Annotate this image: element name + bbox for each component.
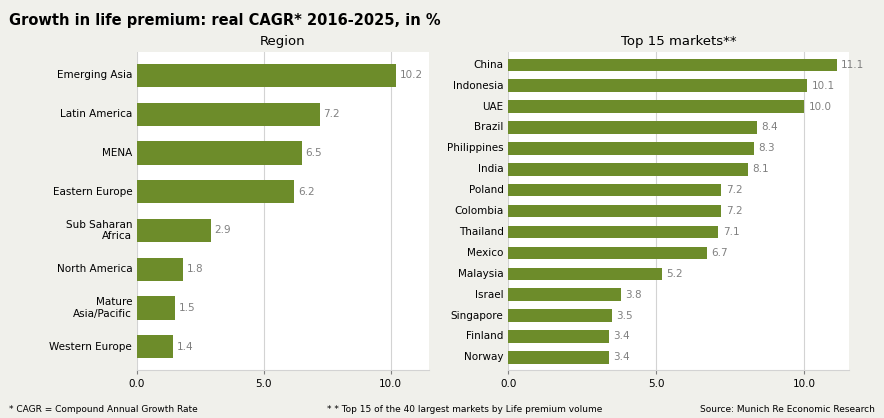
Bar (508, 268, 662, 280)
Bar (508, 205, 721, 217)
Bar (508, 226, 719, 238)
Title: Region: Region (260, 35, 306, 48)
Text: 7.1: 7.1 (723, 227, 740, 237)
Bar (137, 141, 302, 165)
Bar (137, 296, 175, 320)
Bar (137, 335, 172, 358)
Text: * CAGR = Compound Annual Growth Rate: * CAGR = Compound Annual Growth Rate (9, 405, 198, 414)
Text: 8.1: 8.1 (752, 164, 769, 174)
Text: 7.2: 7.2 (726, 185, 743, 195)
Text: * * Top 15 of the 40 largest markets by Life premium volume: * * Top 15 of the 40 largest markets by … (327, 405, 603, 414)
Bar (508, 247, 706, 259)
Text: 6.5: 6.5 (306, 148, 323, 158)
Text: 3.8: 3.8 (625, 290, 642, 300)
Bar (508, 142, 754, 155)
Text: 7.2: 7.2 (726, 206, 743, 216)
Text: 6.7: 6.7 (711, 248, 728, 258)
Bar (508, 184, 721, 196)
Text: 3.4: 3.4 (613, 331, 630, 342)
Text: 1.8: 1.8 (187, 264, 203, 274)
Bar (137, 257, 183, 281)
Bar (137, 102, 320, 126)
Bar (137, 64, 396, 87)
Text: 8.4: 8.4 (761, 122, 778, 133)
Text: 2.9: 2.9 (215, 225, 231, 235)
Bar (508, 309, 612, 322)
Bar (508, 100, 804, 113)
Text: 6.2: 6.2 (298, 187, 315, 197)
Bar (508, 330, 609, 343)
Text: 7.2: 7.2 (324, 109, 340, 119)
Bar (508, 288, 621, 301)
Text: 5.2: 5.2 (667, 269, 683, 279)
Bar (137, 180, 294, 203)
Text: 11.1: 11.1 (842, 60, 865, 70)
Text: 10.2: 10.2 (400, 71, 423, 81)
Text: 3.5: 3.5 (616, 311, 633, 321)
Text: 3.4: 3.4 (613, 352, 630, 362)
Bar (508, 351, 609, 364)
Text: 8.3: 8.3 (758, 143, 775, 153)
Text: Growth in life premium: real CAGR* 2016-2025, in %: Growth in life premium: real CAGR* 2016-… (9, 13, 440, 28)
Bar (508, 163, 748, 176)
Title: Top 15 markets**: Top 15 markets** (621, 35, 736, 48)
Text: 1.5: 1.5 (179, 303, 195, 313)
Bar (508, 59, 837, 71)
Text: 10.0: 10.0 (809, 102, 832, 112)
Text: 10.1: 10.1 (812, 81, 834, 91)
Bar (137, 219, 210, 242)
Text: Source: Munich Re Economic Research: Source: Munich Re Economic Research (700, 405, 875, 414)
Bar (508, 121, 757, 134)
Bar (508, 79, 807, 92)
Text: 1.4: 1.4 (176, 342, 193, 352)
